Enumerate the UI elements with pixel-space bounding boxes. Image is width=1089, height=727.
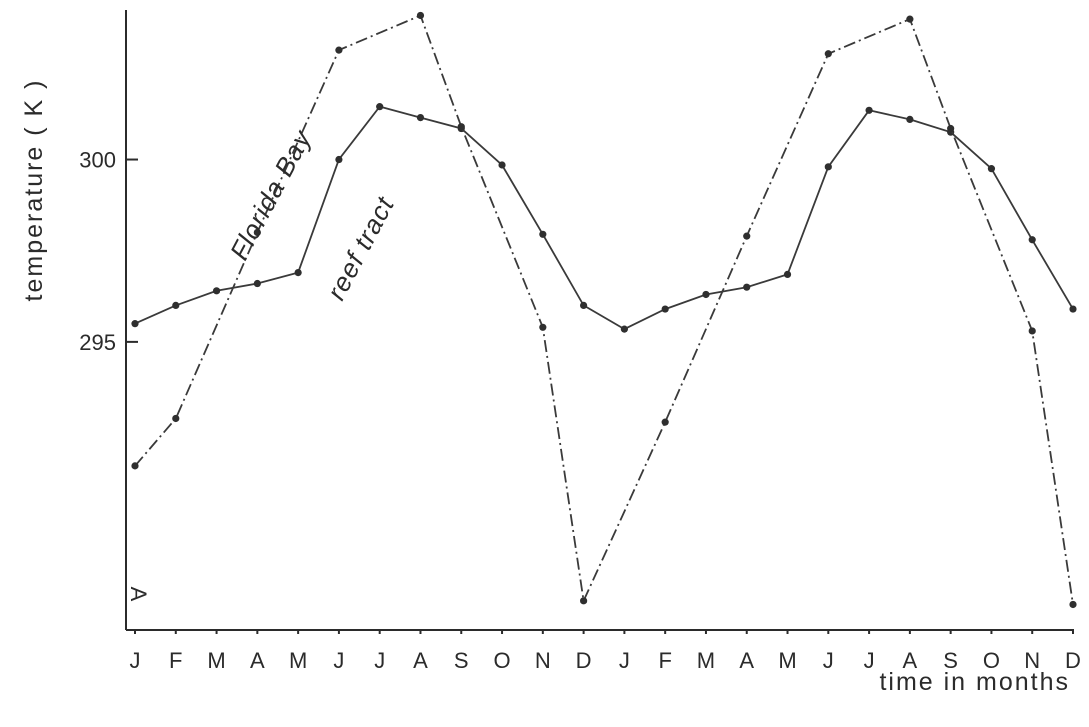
reef-tract-point xyxy=(1069,305,1077,313)
x-tick-label: D xyxy=(1065,648,1081,673)
x-tick-label: F xyxy=(169,648,182,673)
x-tick-label: A xyxy=(739,648,754,673)
reef-tract-point xyxy=(539,230,547,238)
x-tick-label: J xyxy=(619,648,630,673)
x-tick-label: D xyxy=(576,648,592,673)
florida-bay-point xyxy=(824,50,832,58)
x-tick-label: O xyxy=(493,648,510,673)
x-tick-label: S xyxy=(454,648,469,673)
x-tick-label: J xyxy=(130,648,141,673)
florida-bay-point xyxy=(743,232,751,240)
florida-bay-point xyxy=(131,462,139,470)
reef-tract-point xyxy=(702,290,710,299)
reef-tract-point xyxy=(253,279,261,288)
reef-tract-point xyxy=(131,320,139,328)
reef-tract-label: reef tract xyxy=(321,191,401,305)
florida-bay-point xyxy=(539,323,547,331)
reef-tract-point xyxy=(416,113,425,122)
x-tick-label: M xyxy=(289,648,307,673)
florida-bay-point xyxy=(947,124,955,133)
reef-tract-point xyxy=(865,106,873,114)
reef-tract-point xyxy=(498,161,506,169)
reef-tract-point xyxy=(294,268,302,277)
reef-tract-point xyxy=(376,103,384,111)
reef-tract-point xyxy=(1028,236,1036,244)
reef-tract-point xyxy=(580,301,588,310)
reef-tract-point xyxy=(661,305,669,313)
y-tick-label: 300 xyxy=(79,148,116,173)
x-tick-label: J xyxy=(864,648,875,673)
reef-tract-point xyxy=(212,287,221,295)
reef-tract-point xyxy=(783,270,792,279)
x-tick-label: N xyxy=(1024,648,1040,673)
florida-bay-point xyxy=(661,418,669,426)
x-tick-label: A xyxy=(413,648,428,673)
y-tick-group: 295 300 xyxy=(79,148,138,355)
reef-tract-point xyxy=(620,325,628,333)
x-tick-label: J xyxy=(333,648,344,673)
x-tick-label: J xyxy=(374,648,385,673)
reef-tract-point xyxy=(906,115,914,124)
x-axis-title: time in months xyxy=(879,668,1070,696)
x-tick-label: N xyxy=(535,648,551,673)
x-tick-label: M xyxy=(697,648,715,673)
reef-tract-point xyxy=(987,165,996,173)
florida-bay-point xyxy=(172,414,180,423)
florida-bay-line xyxy=(134,14,1074,605)
florida-bay-label: Florida Bay xyxy=(224,124,318,265)
x-tick-label: A xyxy=(903,648,918,673)
y-axis-title: temperature ( K ) xyxy=(20,79,48,302)
florida-bay-point xyxy=(416,11,425,20)
x-tick-label: F xyxy=(658,648,671,673)
reef-tract-point xyxy=(172,301,180,310)
florida-bay-point xyxy=(253,228,261,237)
series-group xyxy=(131,11,1077,609)
x-tick-label: S xyxy=(943,648,958,673)
florida-bay-point xyxy=(1028,327,1036,335)
florida-bay-point xyxy=(335,46,343,54)
x-tick-label: M xyxy=(778,648,796,673)
reef-tract-point xyxy=(743,283,751,291)
y-tick-label: 295 xyxy=(79,330,116,355)
x-tick-label: A xyxy=(250,648,265,673)
florida-bay-point xyxy=(1069,600,1077,609)
reef-tract-point xyxy=(335,155,343,164)
florida-bay-point xyxy=(457,123,465,131)
florida-bay-point xyxy=(906,15,914,23)
reef-tract-point xyxy=(824,163,832,171)
reef-tract-line xyxy=(134,105,1074,331)
x-tick-label: O xyxy=(983,648,1000,673)
florida-bay-point xyxy=(580,597,588,605)
x-tick-label: M xyxy=(207,648,225,673)
x-tick-label: J xyxy=(823,648,834,673)
panel-label: A xyxy=(126,587,151,602)
